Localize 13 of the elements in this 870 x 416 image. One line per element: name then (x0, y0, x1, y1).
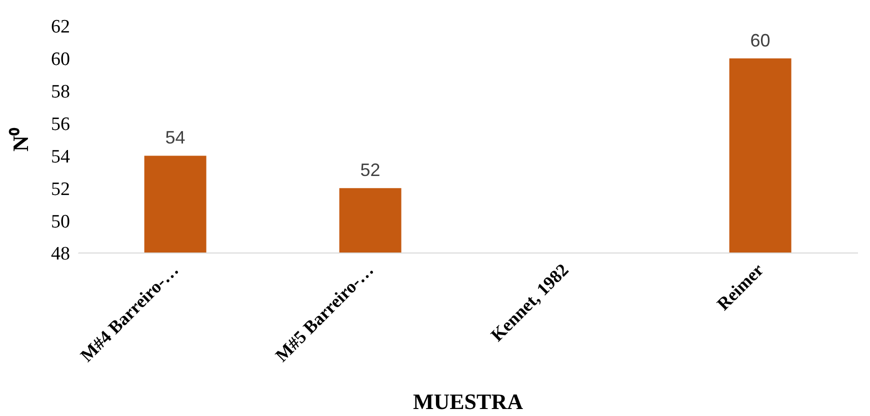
x-axis-title: MUESTRA (412, 389, 524, 414)
y-tick-label: 50 (51, 211, 70, 232)
y-tick-label: 60 (51, 49, 70, 70)
y-tick-label: 48 (51, 244, 70, 265)
y-axis-title: N⁰ (8, 128, 33, 152)
y-tick-label: 58 (51, 82, 70, 103)
data-label: 54 (165, 128, 186, 148)
data-label: 52 (360, 160, 380, 180)
y-tick-label: 52 (51, 178, 70, 200)
y-tick-label: 54 (51, 146, 70, 168)
y-tick-label: 56 (51, 114, 70, 136)
data-label: 60 (750, 30, 770, 50)
y-tick-label: 62 (51, 16, 70, 38)
